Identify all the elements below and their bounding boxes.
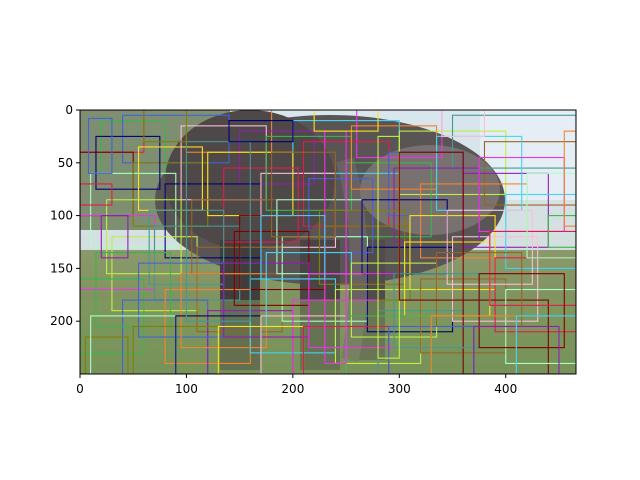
bounding-boxes [80,110,576,374]
y-tick-label: 150 [50,261,73,275]
x-tick-label: 300 [388,382,411,396]
bounding-box [80,183,113,206]
y-tick-label: 0 [65,103,73,117]
plot-area [80,110,576,374]
plot-frame [79,109,577,375]
bounding-box [106,199,182,275]
bounding-box [313,110,379,132]
bounding-box [478,273,565,349]
bounding-box [143,110,187,143]
bounding-box [228,120,294,143]
y-tick-label: 50 [58,156,73,170]
bounding-box [526,172,576,259]
y-axis: 0 50 100 150 200 [50,103,80,328]
bounding-box [95,135,161,190]
y-tick-label: 100 [50,209,73,223]
x-tick-label: 0 [76,382,84,396]
bounding-box [451,114,576,169]
y-tick-label: 200 [50,314,73,328]
bounding-box [398,151,464,301]
x-axis: 0 100 200 300 400 [76,374,517,396]
bounding-box [271,151,337,238]
x-tick-label: 100 [175,382,198,396]
bounding-box [239,130,315,185]
bounding-box [260,215,326,280]
x-tick-label: 400 [494,382,517,396]
bounding-box [100,215,129,259]
bounding-box [185,141,251,322]
bounding-box [441,110,486,137]
x-tick-label: 200 [281,382,304,396]
bounding-box [84,336,129,374]
bounding-box [87,117,113,174]
bounding-box [563,130,576,227]
